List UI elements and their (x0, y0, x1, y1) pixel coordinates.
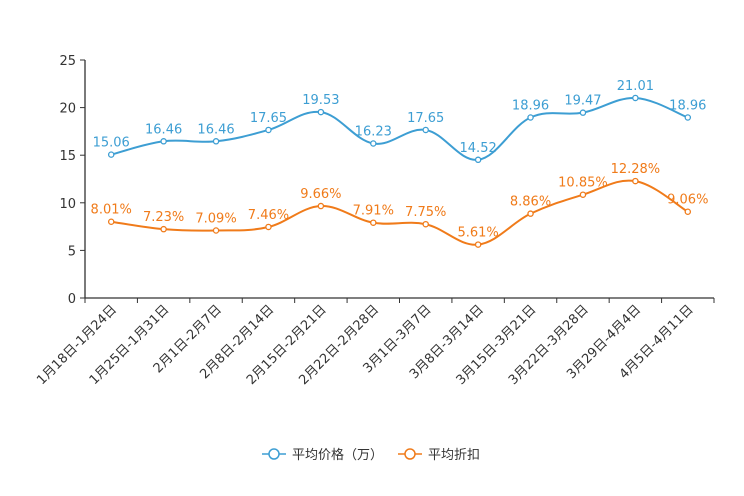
y-tick-label: 25 (59, 54, 76, 69)
data-label-0-8: 18.96 (512, 99, 549, 114)
data-point-0-2[interactable] (212, 138, 220, 145)
data-point-1-3[interactable] (265, 223, 272, 231)
data-label-0-11: 18.96 (669, 99, 706, 114)
legend-label-1: 平均折扣 (428, 448, 480, 463)
data-label-1-8: 8.86% (510, 195, 551, 210)
data-point-0-0[interactable] (107, 151, 115, 158)
data-label-1-11: 9.06% (667, 193, 708, 208)
data-point-1-8[interactable] (527, 210, 534, 217)
legend[interactable]: 平均价格（万） 平均折扣 (262, 447, 480, 463)
data-point-1-11[interactable] (684, 208, 692, 215)
data-label-1-2: 7.09% (195, 212, 236, 227)
y-tick-label: 20 (59, 102, 76, 117)
data-label-1-1: 7.23% (143, 210, 184, 225)
y-tick-label: 0 (68, 292, 76, 307)
data-label-0-9: 19.47 (564, 94, 601, 109)
legend-marker-icon-1 (404, 448, 416, 460)
data-label-0-5: 16.23 (355, 124, 392, 139)
data-point-1-0[interactable] (107, 218, 115, 225)
data-point-0-8[interactable] (527, 114, 534, 121)
legend-marker-icon-0 (268, 448, 280, 460)
y-tick-label: 15 (59, 149, 76, 164)
data-point-0-5[interactable] (370, 140, 377, 147)
data-label-0-10: 21.01 (617, 79, 654, 94)
data-label-1-3: 7.46% (248, 208, 289, 223)
data-point-0-6[interactable] (422, 126, 429, 134)
data-point-0-7[interactable] (474, 156, 482, 164)
y-tick-label: 5 (68, 244, 76, 259)
data-label-1-10: 12.28% (611, 162, 661, 177)
data-point-0-4[interactable] (317, 108, 325, 116)
series-line-1 (111, 179, 689, 246)
data-label-0-4: 19.53 (302, 93, 339, 108)
data-label-0-2: 16.46 (197, 122, 234, 137)
legend-label-0: 平均价格（万） (292, 447, 383, 463)
data-label-1-4: 9.66% (300, 187, 341, 202)
legend-item-0[interactable]: 平均价格（万） (262, 447, 383, 463)
series-layer (107, 94, 692, 248)
labels-layer: 15.06 16.46 16.46 17.65 19.53 16.23 17.65 14.52… (91, 79, 709, 241)
data-point-1-10[interactable] (632, 177, 639, 185)
data-label-0-0: 15.06 (93, 136, 130, 151)
data-point-0-9[interactable] (579, 109, 587, 116)
data-point-1-6[interactable] (422, 220, 429, 228)
data-point-1-4[interactable] (317, 202, 325, 210)
data-label-0-1: 16.46 (145, 122, 182, 137)
y-tick-label: 10 (59, 197, 76, 212)
data-point-1-9[interactable] (579, 191, 587, 198)
data-point-1-1[interactable] (160, 225, 167, 233)
data-point-0-3[interactable] (265, 126, 272, 134)
data-point-0-11[interactable] (684, 114, 692, 121)
data-label-1-5: 7.91% (353, 204, 394, 219)
data-point-0-1[interactable] (160, 138, 167, 145)
data-point-0-10[interactable] (632, 94, 639, 102)
data-point-1-5[interactable] (370, 219, 377, 226)
data-point-1-2[interactable] (212, 227, 220, 234)
legend-item-1[interactable]: 平均折扣 (398, 448, 480, 463)
data-label-1-0: 8.01% (91, 203, 132, 218)
data-label-1-6: 7.75% (405, 205, 446, 220)
data-label-0-6: 17.65 (407, 111, 444, 126)
data-label-0-7: 14.52 (460, 141, 497, 156)
data-label-1-9: 10.85% (558, 176, 608, 191)
data-point-1-7[interactable] (474, 241, 482, 248)
data-label-0-3: 17.65 (250, 111, 287, 126)
data-label-1-7: 5.61% (457, 226, 498, 241)
